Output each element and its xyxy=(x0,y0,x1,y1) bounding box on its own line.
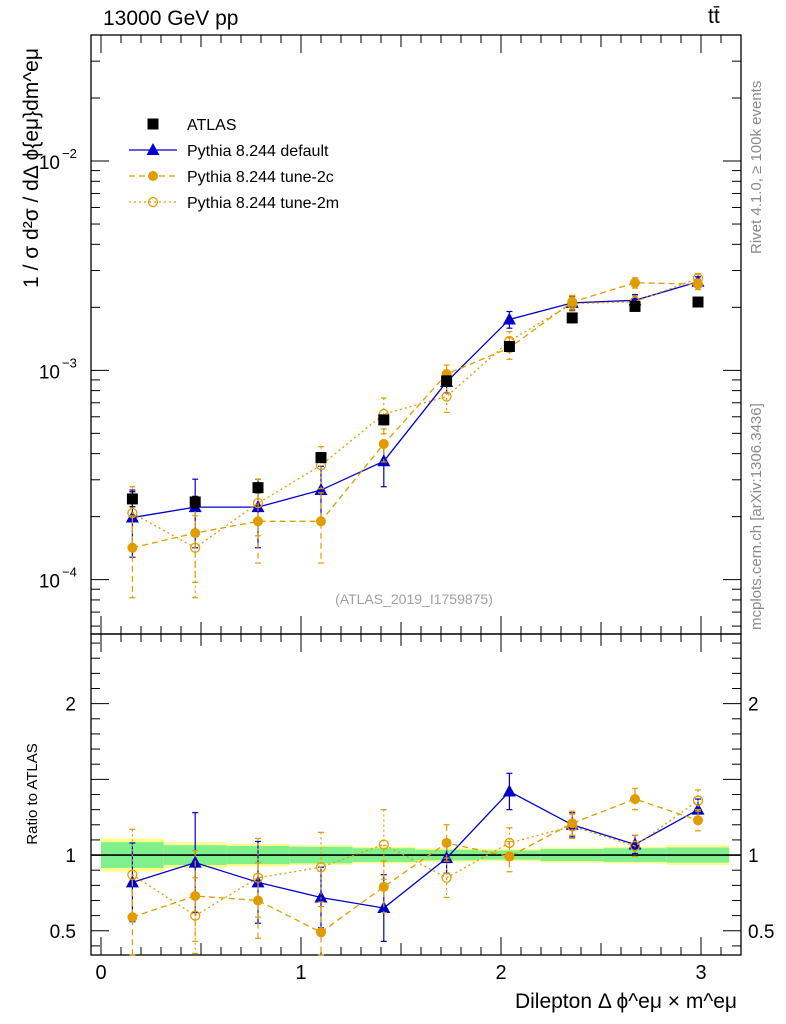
legend-marker-tune2m xyxy=(147,196,159,208)
ratio-tune2m-line xyxy=(132,800,699,917)
main-data-point xyxy=(692,296,704,308)
legend-marker-tune2c xyxy=(148,171,158,181)
legend-label-tune2m: Pythia 8.244 tune-2m xyxy=(187,195,339,212)
ratio-tune2m-point xyxy=(378,839,389,850)
y-tick-label-exponent: −3 xyxy=(62,355,77,370)
energy-label: 13000 GeV pp xyxy=(103,7,239,30)
x-axis-title: Dilepton Δ ϕ^eμ × m^eμ xyxy=(515,990,737,1013)
main-tune2c-point xyxy=(378,438,389,449)
ratio-tune2m-point xyxy=(252,872,264,883)
ratio-tune2c-point xyxy=(630,794,640,805)
main-data-point xyxy=(378,414,390,426)
main-tune2m-point xyxy=(692,273,704,284)
main-tune2c-point xyxy=(630,277,640,288)
x-tick-label: 3 xyxy=(695,962,706,984)
rivet-version-label: Rivet 4.1.0, ≥ 100k events xyxy=(748,80,765,254)
ratio-tune2c-point xyxy=(253,895,263,906)
y-tick-label: 10 xyxy=(39,362,60,383)
ratio-tune2m-point xyxy=(504,837,515,849)
ratio-tune2m-point xyxy=(567,821,578,832)
analysis-watermark: (ATLAS_2019_I1759875) xyxy=(335,591,493,607)
main-data-point xyxy=(126,493,138,505)
main-data-point xyxy=(503,340,515,352)
y-tick-label-exponent: −2 xyxy=(62,146,77,161)
ratio-y-tick-label: 0.5 xyxy=(50,922,76,943)
legend-label-tune2c: Pythia 8.244 tune-2c xyxy=(187,169,334,186)
main-tune2m-point xyxy=(252,498,264,509)
main-plot: 10 −410 −310 −21 / σ d²σ / dΔ ϕ{eμ}dm^eμ xyxy=(20,34,742,635)
ratio-y-axis-title: Ratio to ATLAS xyxy=(24,743,41,844)
ratio-y-tick-label: 1 xyxy=(65,846,76,867)
main-tune2m-point xyxy=(441,391,452,402)
y-axis-title: 1 / σ d²σ / dΔ ϕ{eμ}dm^eμ xyxy=(20,48,43,288)
x-tick-label: 0 xyxy=(95,962,106,984)
legend-marker-data xyxy=(147,118,159,130)
main-tune2m-point xyxy=(567,298,578,309)
main-default-point xyxy=(502,312,516,325)
ratio-default-point xyxy=(502,784,516,797)
ratio-default-point xyxy=(314,890,328,903)
main-tune2m-line xyxy=(132,277,699,549)
ratio-default-point xyxy=(691,802,705,815)
x-tick-label: 2 xyxy=(495,962,506,984)
main-data-point xyxy=(441,375,453,387)
ratio-plot: 0.5 0.5 1 1 2 2 0 1 2 3 Ratio to ATLAS Dilepton Δ ϕ… xyxy=(24,633,774,1013)
ratio-tune2c-point xyxy=(567,818,578,829)
process-label: tt̄ xyxy=(708,5,720,28)
y-tick-label-exponent: −4 xyxy=(62,565,77,580)
ratio-tune2m-point xyxy=(692,795,704,806)
main-tune2c-point xyxy=(316,516,326,527)
main-tune2c-point xyxy=(253,516,263,527)
ratio-default-point xyxy=(251,875,265,888)
legend: ATLAS Pythia 8.244 default Pythia 8.244 tu… xyxy=(129,117,339,212)
main-tune2c-point xyxy=(190,528,201,539)
ratio-y-tick-label: 2 xyxy=(65,695,76,716)
ratio-tune2m-point xyxy=(190,910,201,921)
ratio-tune2m-point xyxy=(629,840,641,852)
main-tune2m-point xyxy=(127,507,138,519)
main-data-point xyxy=(189,496,201,508)
y-tick-label: 10 xyxy=(39,153,60,174)
ratio-tune2m-point xyxy=(315,862,327,873)
main-data-point xyxy=(629,300,641,312)
main-data-point xyxy=(252,482,264,494)
ratio-y-tick-label-right: 2 xyxy=(748,695,759,716)
ratio-default-point xyxy=(628,837,642,850)
ratio-default-line xyxy=(132,790,699,909)
legend-label-data: ATLAS xyxy=(187,117,237,134)
ratio-tune2c-point xyxy=(504,851,515,862)
legend-marker-default xyxy=(146,143,160,155)
main-default-line xyxy=(132,281,699,519)
ratio-tune2c-line xyxy=(132,798,699,934)
legend-label-default: Pythia 8.244 default xyxy=(187,143,329,160)
y-tick-label: 10 xyxy=(39,572,60,593)
main-tune2c-line xyxy=(132,282,699,549)
ratio-tune2m-point xyxy=(127,869,138,880)
main-tune2m-point xyxy=(190,542,201,553)
ratio-tune2c-point xyxy=(378,881,389,892)
x-tick-label: 1 xyxy=(295,962,306,984)
main-data-point xyxy=(566,312,578,324)
ratio-y-tick-label-right: 1 xyxy=(748,846,759,867)
ratio-tune2m-point xyxy=(441,872,452,883)
ratio-frame xyxy=(90,633,742,956)
ratio-tune2c-point xyxy=(316,927,326,938)
ratio-tune2c-point xyxy=(693,815,703,826)
ratio-tune2c-point xyxy=(190,890,201,901)
ratio-tune2c-point xyxy=(441,837,452,848)
ratio-y-tick-label-right: 0.5 xyxy=(748,922,774,943)
main-data-point xyxy=(315,452,327,464)
mcplots-label: mcplots.cern.ch [arXiv:1306.3436] xyxy=(748,403,765,630)
